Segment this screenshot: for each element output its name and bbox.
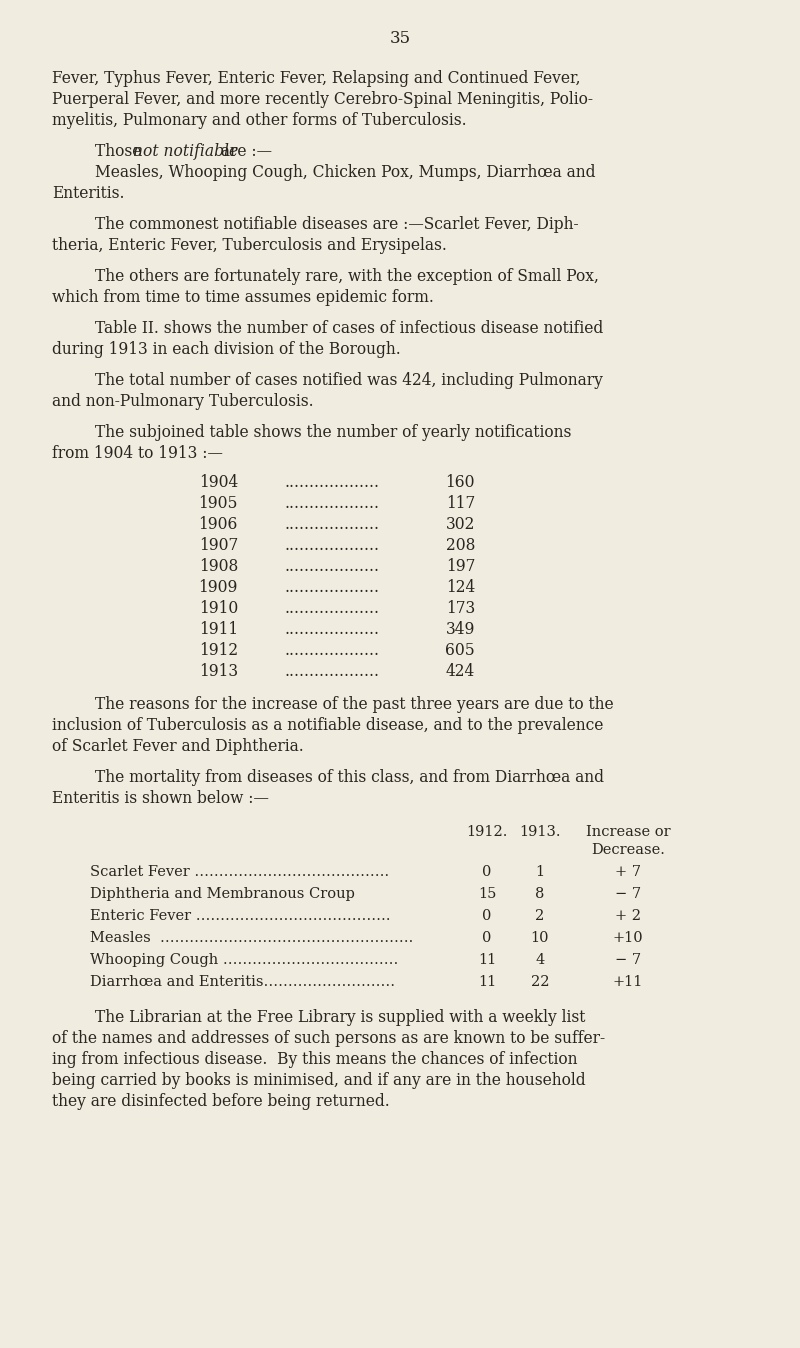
Text: +11: +11	[613, 975, 643, 989]
Text: not notifiable: not notifiable	[133, 143, 238, 160]
Text: ...................: ...................	[285, 600, 380, 617]
Text: 22: 22	[530, 975, 550, 989]
Text: Diphtheria and Membranous Croup: Diphtheria and Membranous Croup	[90, 887, 355, 900]
Text: 8: 8	[535, 887, 545, 900]
Text: 1908: 1908	[198, 558, 238, 576]
Text: 302: 302	[446, 516, 475, 532]
Text: during 1913 in each division of the Borough.: during 1913 in each division of the Boro…	[52, 341, 401, 359]
Text: 1907: 1907	[198, 537, 238, 554]
Text: from 1904 to 1913 :—: from 1904 to 1913 :—	[52, 445, 223, 462]
Text: myelitis, Pulmonary and other forms of Tuberculosis.: myelitis, Pulmonary and other forms of T…	[52, 112, 466, 129]
Text: ...................: ...................	[285, 537, 380, 554]
Text: The others are fortunately rare, with the exception of Small Pox,: The others are fortunately rare, with th…	[95, 268, 599, 284]
Text: 124: 124	[446, 580, 475, 596]
Text: ...................: ...................	[285, 474, 380, 491]
Text: 160: 160	[446, 474, 475, 491]
Text: Decrease.: Decrease.	[591, 842, 665, 857]
Text: 117: 117	[446, 495, 475, 512]
Text: Diarrhœa and Enteritis………………………: Diarrhœa and Enteritis………………………	[90, 975, 395, 989]
Text: The commonest notifiable diseases are :—Scarlet Fever, Diph-: The commonest notifiable diseases are :—…	[95, 216, 578, 233]
Text: ...................: ...................	[285, 580, 380, 596]
Text: ing from infectious disease.  By this means the chances of infection: ing from infectious disease. By this mea…	[52, 1051, 578, 1068]
Text: 0: 0	[482, 909, 492, 923]
Text: Table II. shows the number of cases of infectious disease notified: Table II. shows the number of cases of i…	[95, 319, 603, 337]
Text: Fever, Typhus Fever, Enteric Fever, Relapsing and Continued Fever,: Fever, Typhus Fever, Enteric Fever, Rela…	[52, 70, 581, 88]
Text: Increase or: Increase or	[586, 825, 670, 838]
Text: 10: 10	[530, 931, 550, 945]
Text: ...................: ...................	[285, 495, 380, 512]
Text: 15: 15	[478, 887, 496, 900]
Text: they are disinfected before being returned.: they are disinfected before being return…	[52, 1093, 390, 1109]
Text: 605: 605	[446, 642, 475, 659]
Text: being carried by books is minimised, and if any are in the household: being carried by books is minimised, and…	[52, 1072, 586, 1089]
Text: The mortality from diseases of this class, and from Diarrhœa and: The mortality from diseases of this clas…	[95, 768, 604, 786]
Text: of the names and addresses of such persons as are known to be suffer-: of the names and addresses of such perso…	[52, 1030, 605, 1047]
Text: 1906: 1906	[198, 516, 238, 532]
Text: theria, Enteric Fever, Tuberculosis and Erysipelas.: theria, Enteric Fever, Tuberculosis and …	[52, 237, 447, 253]
Text: ...................: ...................	[285, 558, 380, 576]
Text: Those: Those	[95, 143, 146, 160]
Text: inclusion of Tuberculosis as a notifiable disease, and to the prevalence: inclusion of Tuberculosis as a notifiabl…	[52, 717, 603, 735]
Text: ...................: ...................	[285, 642, 380, 659]
Text: 1905: 1905	[198, 495, 238, 512]
Text: Enteritis.: Enteritis.	[52, 185, 125, 202]
Text: 4: 4	[535, 953, 545, 967]
Text: 173: 173	[446, 600, 475, 617]
Text: 424: 424	[446, 663, 475, 679]
Text: 11: 11	[478, 953, 496, 967]
Text: 1913: 1913	[199, 663, 238, 679]
Text: − 7: − 7	[615, 887, 641, 900]
Text: ...................: ...................	[285, 663, 380, 679]
Text: 349: 349	[446, 621, 475, 638]
Text: Whooping Cough ………………………………: Whooping Cough ………………………………	[90, 953, 398, 967]
Text: The reasons for the increase of the past three years are due to the: The reasons for the increase of the past…	[95, 696, 614, 713]
Text: The total number of cases notified was 424, including Pulmonary: The total number of cases notified was 4…	[95, 372, 603, 390]
Text: 1912.: 1912.	[466, 825, 508, 838]
Text: Puerperal Fever, and more recently Cerebro-Spinal Meningitis, Polio-: Puerperal Fever, and more recently Cereb…	[52, 92, 593, 108]
Text: + 7: + 7	[615, 865, 641, 879]
Text: Scarlet Fever ………………………………….: Scarlet Fever ………………………………….	[90, 865, 389, 879]
Text: 0: 0	[482, 865, 492, 879]
Text: are :—: are :—	[216, 143, 272, 160]
Text: ...................: ...................	[285, 621, 380, 638]
Text: 1911: 1911	[199, 621, 238, 638]
Text: 35: 35	[390, 30, 410, 47]
Text: − 7: − 7	[615, 953, 641, 967]
Text: 11: 11	[478, 975, 496, 989]
Text: 1912: 1912	[199, 642, 238, 659]
Text: which from time to time assumes epidemic form.: which from time to time assumes epidemic…	[52, 288, 434, 306]
Text: Measles  …………………………………………….: Measles …………………………………………….	[90, 931, 414, 945]
Text: The Librarian at the Free Library is supplied with a weekly list: The Librarian at the Free Library is sup…	[95, 1010, 586, 1026]
Text: of Scarlet Fever and Diphtheria.: of Scarlet Fever and Diphtheria.	[52, 737, 304, 755]
Text: Enteritis is shown below :—: Enteritis is shown below :—	[52, 790, 269, 807]
Text: 1909: 1909	[198, 580, 238, 596]
Text: 197: 197	[446, 558, 475, 576]
Text: Enteric Fever ………………………………….: Enteric Fever ………………………………….	[90, 909, 390, 923]
Text: ...................: ...................	[285, 516, 380, 532]
Text: 1: 1	[535, 865, 545, 879]
Text: 1913.: 1913.	[519, 825, 561, 838]
Text: and non-Pulmonary Tuberculosis.: and non-Pulmonary Tuberculosis.	[52, 394, 314, 410]
Text: Measles, Whooping Cough, Chicken Pox, Mumps, Diarrhœa and: Measles, Whooping Cough, Chicken Pox, Mu…	[95, 164, 595, 181]
Text: 0: 0	[482, 931, 492, 945]
Text: 1904: 1904	[198, 474, 238, 491]
Text: + 2: + 2	[615, 909, 641, 923]
Text: 208: 208	[446, 537, 475, 554]
Text: +10: +10	[613, 931, 643, 945]
Text: 2: 2	[535, 909, 545, 923]
Text: 1910: 1910	[198, 600, 238, 617]
Text: The subjoined table shows the number of yearly notifications: The subjoined table shows the number of …	[95, 425, 571, 441]
